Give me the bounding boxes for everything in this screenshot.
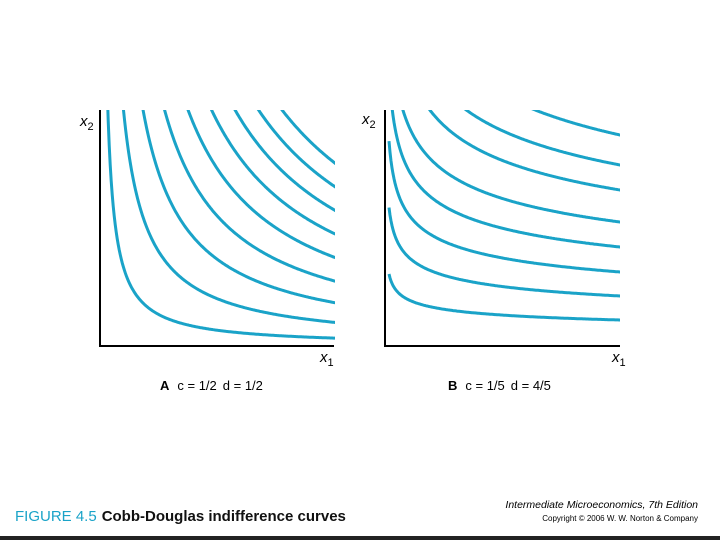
indifference-curve	[163, 110, 335, 283]
copyright: Copyright © 2006 W. W. Norton & Company	[542, 514, 698, 523]
indifference-curve	[389, 0, 625, 107]
indifference-curve	[186, 110, 335, 260]
indifference-curve	[121, 110, 335, 324]
x-axis-label: x1	[319, 349, 334, 369]
x-axis-label: x1	[611, 349, 626, 369]
indifference-curve	[387, 140, 620, 274]
indifference-curve	[387, 207, 620, 298]
indifference-curve	[463, 110, 620, 167]
indifference-curve	[141, 110, 335, 305]
curves-a	[106, 110, 335, 340]
y-axis-label: x2	[79, 113, 94, 133]
indifference-curve	[387, 273, 620, 322]
indifference-curve	[531, 110, 620, 137]
curves-b	[387, 0, 625, 322]
indifference-curve	[401, 110, 620, 224]
book-title: Intermediate Microeconomics, 7th Edition	[505, 499, 698, 511]
indifference-curve	[209, 110, 335, 236]
indifference-curve	[256, 110, 335, 189]
indifference-curve	[390, 110, 620, 249]
indifference-curve	[233, 110, 335, 213]
figure-caption: FIGURE 4.5 Cobb-Douglas indifference curv…	[15, 508, 346, 525]
indifference-curve	[428, 110, 620, 192]
indifference-curve	[280, 110, 335, 166]
y-axis-label: x2	[361, 111, 376, 131]
bottom-bar	[0, 536, 720, 540]
indifference-curve	[106, 110, 335, 340]
